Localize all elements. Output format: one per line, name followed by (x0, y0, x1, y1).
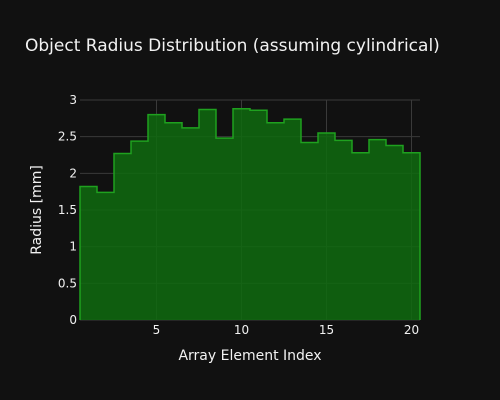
bar (114, 153, 131, 320)
bar (182, 127, 199, 320)
bar (199, 109, 216, 321)
bar (318, 133, 335, 320)
bar (165, 122, 182, 320)
bar (403, 152, 420, 320)
bar (284, 119, 301, 320)
y-tick-label: 0.5 (58, 276, 77, 290)
y-tick-label: 1 (69, 240, 77, 254)
bar (301, 142, 318, 320)
x-tick-label: 20 (404, 323, 419, 337)
x-axis-title: Array Element Index (178, 348, 321, 364)
bar (369, 139, 386, 320)
bar (335, 140, 352, 320)
y-axis-title: Radius [mm] (29, 165, 45, 255)
bar (352, 152, 369, 320)
bar (216, 138, 233, 320)
bar (131, 141, 148, 320)
y-tick-label: 2.5 (58, 130, 77, 144)
x-tick-label: 5 (153, 323, 161, 337)
x-tick-label: 10 (234, 323, 249, 337)
y-tick-labels: 0 0.5 1 1.5 2 2.5 3 (58, 93, 77, 327)
bar (250, 110, 267, 321)
bars (79, 108, 421, 321)
bar (386, 145, 403, 320)
y-tick-label: 3 (69, 93, 77, 107)
bar (267, 122, 284, 320)
bar (148, 114, 165, 321)
x-tick-label: 15 (319, 323, 334, 337)
chart-title: Object Radius Distribution (assuming cyl… (25, 36, 440, 56)
x-tick-labels: 5 10 15 20 (153, 323, 419, 337)
y-tick-label: 0 (69, 313, 77, 327)
bar (80, 186, 97, 320)
y-tick-label: 2 (69, 166, 77, 180)
bar (97, 192, 114, 320)
bar (233, 108, 250, 320)
bar-outline (79, 108, 421, 320)
y-tick-label: 1.5 (58, 203, 77, 217)
